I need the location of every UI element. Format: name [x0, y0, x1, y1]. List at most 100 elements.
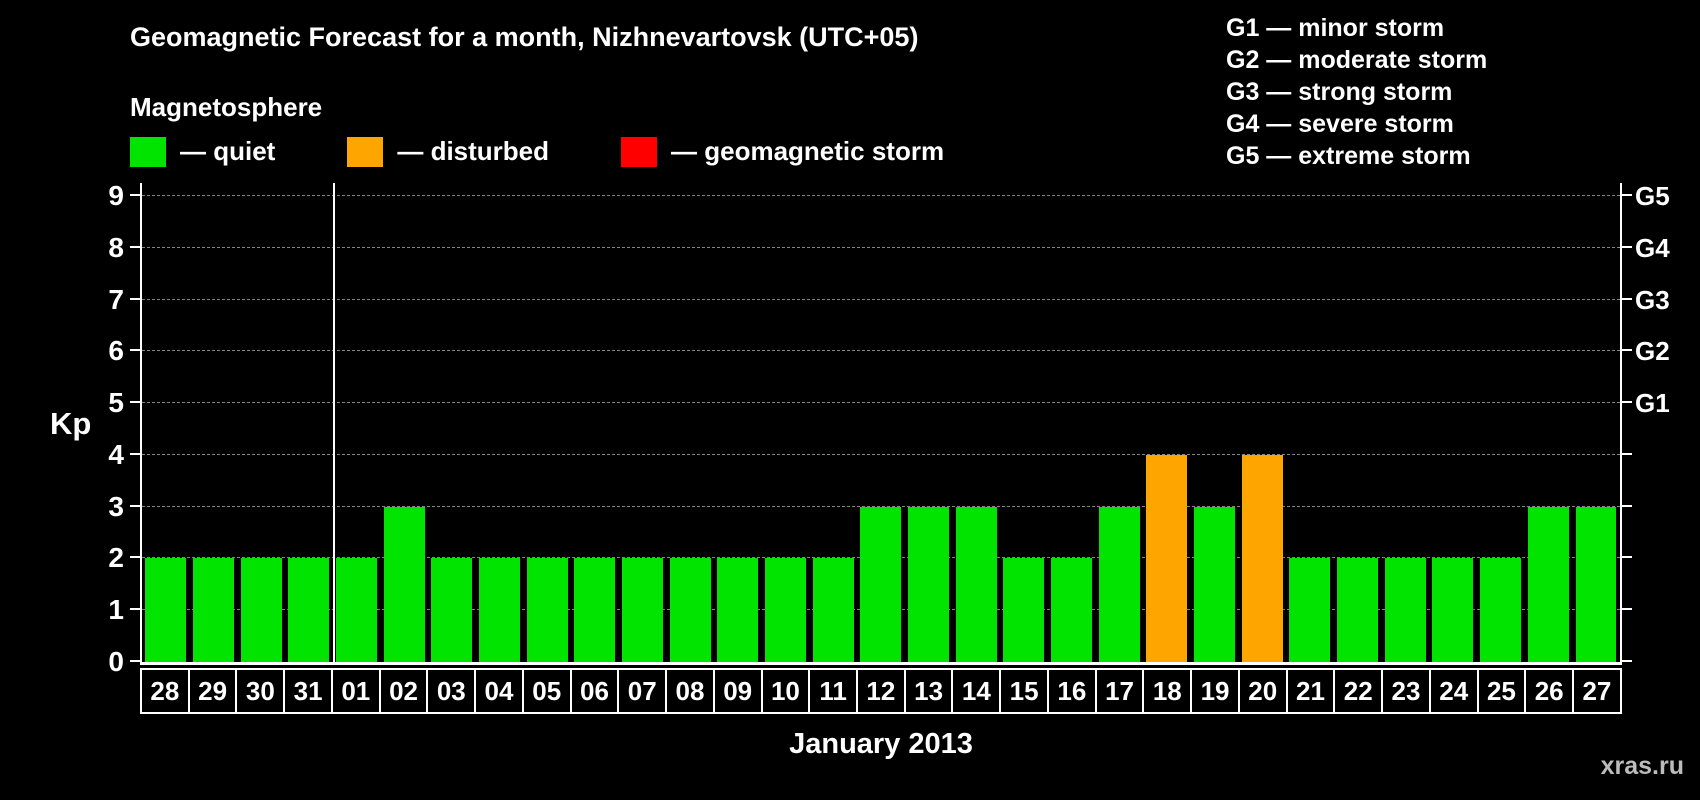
bar-slot-26 — [1524, 183, 1572, 662]
bar-slot-21 — [1286, 183, 1334, 662]
day-label-18: 18 — [1142, 668, 1193, 714]
legend-label-disturbed: — disturbed — [397, 136, 550, 166]
bar-slot-15 — [1000, 183, 1048, 662]
kp-bar-day-22 — [1337, 558, 1379, 662]
bar-slot-17 — [1095, 183, 1143, 662]
y-axis-label-8: 8 — [108, 231, 124, 263]
kp-bar-day-23 — [1384, 558, 1426, 662]
bar-slot-13 — [905, 183, 953, 662]
storm-scale-g3: G3 — strong storm — [1226, 78, 1453, 106]
right-axis-label-g5: G5 — [1635, 180, 1670, 211]
x-axis-title: January 2013 — [789, 728, 973, 760]
kp-bar-day-01 — [336, 558, 378, 662]
kp-bar-day-25 — [1480, 558, 1522, 662]
legend-item-quiet: — quiet — [130, 136, 275, 167]
day-label-11: 11 — [808, 668, 859, 714]
bars-container — [142, 183, 1620, 662]
kp-bar-day-27 — [1575, 506, 1617, 662]
day-label-31: 31 — [283, 668, 333, 714]
bar-slot-12 — [857, 183, 905, 662]
legend-label-storm: — geomagnetic storm — [671, 136, 945, 166]
kp-bar-day-11 — [812, 558, 854, 662]
gridline-kp-6 — [142, 350, 1620, 352]
x-axis-day-labels: 28 29 30 31 01 02 03 04 05 06 07 08 09 10 11 12 13 14 15 16… — [140, 668, 1622, 714]
storm-scale-legend: G1 — minor storm G2 — moderate storm G3 … — [1226, 12, 1487, 172]
storm-scale-g5: G5 — extreme storm — [1226, 142, 1471, 170]
y-axis-label-4: 4 — [108, 438, 124, 470]
month-boundary-line — [332, 183, 335, 662]
day-label-24: 24 — [1428, 668, 1479, 714]
bar-slot-10 — [762, 183, 810, 662]
right-axis-label-g1: G1 — [1635, 388, 1670, 419]
right-axis-tick-4 — [1621, 452, 1632, 455]
y-axis-label-5: 5 — [108, 387, 124, 419]
kp-bar-day-13 — [908, 506, 950, 662]
kp-bar-day-24 — [1432, 558, 1474, 662]
day-label-29: 29 — [187, 668, 238, 714]
quiet-color-swatch — [130, 136, 166, 167]
magnetosphere-legend: — quiet — disturbed — geomagnetic storm — [130, 136, 1016, 167]
day-label-01: 01 — [330, 668, 381, 714]
day-label-10: 10 — [760, 668, 811, 714]
storm-color-swatch — [621, 136, 658, 167]
day-label-27: 27 — [1572, 668, 1622, 714]
day-label-15: 15 — [999, 668, 1049, 714]
day-label-03: 03 — [426, 668, 477, 714]
kp-bar-day-16 — [1051, 558, 1093, 662]
bar-slot-16 — [1048, 183, 1096, 662]
gridline-kp-5 — [142, 402, 1620, 404]
day-label-21: 21 — [1285, 668, 1336, 714]
y-axis-tick-4 — [130, 452, 141, 455]
kp-bar-day-04 — [479, 558, 521, 662]
right-axis-tick-5 — [1621, 401, 1632, 404]
kp-bar-day-28 — [145, 558, 187, 662]
day-label-19: 19 — [1190, 668, 1240, 714]
kp-bar-day-31 — [288, 558, 330, 662]
y-axis-label-3: 3 — [108, 490, 124, 522]
day-label-02: 02 — [378, 668, 429, 714]
y-axis-label-9: 9 — [108, 179, 124, 211]
day-label-09: 09 — [712, 668, 763, 714]
y-axis-label-2: 2 — [108, 542, 124, 574]
kp-bar-day-03 — [431, 558, 473, 662]
bar-slot-27 — [1572, 183, 1620, 662]
day-label-17: 17 — [1094, 668, 1145, 714]
bar-slot-30 — [237, 183, 285, 662]
kp-bar-day-18 — [1146, 454, 1188, 662]
gridline-kp-8 — [142, 246, 1620, 248]
kp-bar-day-14 — [955, 506, 997, 662]
day-label-22: 22 — [1333, 668, 1384, 714]
storm-scale-g2: G2 — moderate storm — [1226, 46, 1488, 74]
bar-slot-20 — [1238, 183, 1286, 662]
kp-bar-day-10 — [765, 558, 807, 662]
storm-scale-g1: G1 — minor storm — [1226, 14, 1445, 42]
bar-slot-25 — [1477, 183, 1525, 662]
y-axis-tick-3 — [130, 504, 141, 507]
bar-slot-22 — [1334, 183, 1382, 662]
kp-bar-day-02 — [383, 506, 425, 662]
y-axis-tick-2 — [130, 556, 141, 559]
magnetosphere-label: Magnetosphere — [130, 92, 323, 122]
legend-label-quiet: — quiet — [180, 136, 276, 166]
gridline-kp-9 — [142, 194, 1620, 196]
chart-title: Geomagnetic Forecast for a month, Nizhne… — [130, 22, 919, 52]
kp-bar-day-19 — [1194, 506, 1236, 662]
day-label-13: 13 — [903, 668, 954, 714]
y-axis-label-6: 6 — [108, 335, 124, 367]
day-label-07: 07 — [617, 668, 668, 714]
day-label-30: 30 — [235, 668, 286, 714]
y-axis-tick-5 — [130, 401, 141, 404]
right-axis-tick-1 — [1621, 608, 1632, 611]
day-label-05: 05 — [521, 668, 572, 714]
bar-slot-09 — [714, 183, 762, 662]
bar-slot-31 — [285, 183, 333, 662]
y-axis-tick-6 — [130, 349, 141, 352]
kp-bar-day-09 — [717, 558, 759, 662]
bar-slot-06 — [571, 183, 619, 662]
kp-bar-day-08 — [669, 558, 711, 662]
day-label-14: 14 — [951, 668, 1002, 714]
bar-slot-19 — [1191, 183, 1239, 662]
day-label-04: 04 — [474, 668, 524, 714]
kp-bar-day-29 — [193, 558, 234, 662]
kp-bar-day-07 — [622, 558, 664, 662]
